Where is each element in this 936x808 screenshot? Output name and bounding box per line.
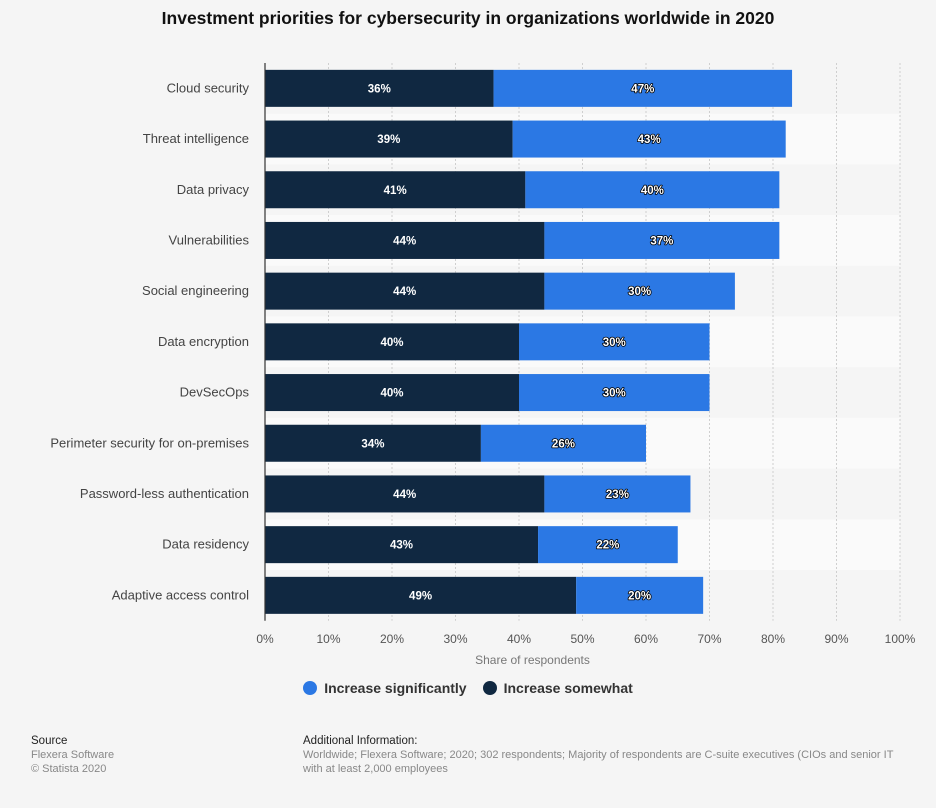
data-label-significantly: 40%	[641, 185, 664, 197]
bar-increase-significantly	[576, 576, 704, 614]
data-label-somewhat: 43%	[390, 540, 413, 552]
bar-increase-somewhat	[265, 120, 513, 158]
data-label-somewhat: 39%	[377, 134, 400, 146]
bar-increase-somewhat	[265, 526, 539, 564]
bar-increase-significantly	[538, 526, 678, 564]
bar-increase-significantly	[480, 424, 646, 462]
bar-increase-significantly	[493, 69, 793, 107]
x-tick-label: 80%	[761, 632, 785, 646]
data-label-significantly: 43%	[638, 134, 661, 146]
x-axis-title: Share of respondents	[475, 653, 590, 667]
data-label-significantly: 37%	[650, 235, 673, 247]
data-label-significantly: 47%	[631, 83, 654, 95]
bar-increase-significantly	[544, 475, 691, 513]
category-label: Social engineering	[142, 283, 249, 298]
data-label-significantly: 22%	[596, 540, 619, 552]
data-label-somewhat: 41%	[384, 185, 407, 197]
bar-chart: 36% 47% Cloud security 39% 43% Threat intelli…	[50, 63, 916, 667]
x-tick-label: 100%	[885, 632, 916, 646]
bar-increase-significantly	[512, 120, 786, 158]
chart-title: Investment priorities for cybersecurity …	[161, 8, 775, 28]
bar-increase-somewhat	[265, 374, 519, 412]
data-label-significantly: 23%	[606, 489, 629, 501]
bar-increase-somewhat	[265, 475, 545, 513]
source-header[interactable]: Source	[31, 735, 68, 747]
data-label-somewhat: 44%	[393, 235, 416, 247]
legend-dot-somewhat	[482, 681, 497, 695]
x-tick-label: 0%	[256, 632, 274, 646]
bar-increase-significantly	[519, 323, 710, 361]
data-label-significantly: 30%	[603, 337, 626, 349]
bar-increase-somewhat	[265, 272, 545, 310]
data-label-somewhat: 44%	[393, 286, 416, 298]
data-label-somewhat: 40%	[380, 388, 403, 400]
bar-increase-significantly	[525, 171, 780, 209]
data-label-somewhat: 34%	[361, 438, 384, 450]
bar-increase-significantly	[519, 374, 710, 412]
data-label-significantly: 26%	[552, 438, 575, 450]
legend-label-significantly: Increase significantly	[324, 680, 467, 696]
category-label: Adaptive access control	[112, 587, 249, 602]
bar-increase-somewhat	[265, 221, 545, 259]
bar-increase-somewhat	[265, 69, 494, 107]
data-label-significantly: 20%	[628, 590, 651, 602]
x-tick-label: 40%	[507, 632, 531, 646]
bar-increase-somewhat	[265, 576, 577, 614]
category-label: Data privacy	[177, 182, 250, 197]
x-tick-label: 60%	[634, 632, 658, 646]
bar-increase-somewhat	[265, 171, 526, 209]
additional-info-header[interactable]: Additional Information:	[303, 735, 418, 747]
additional-info-text-2: with at least 2,000 employees	[303, 763, 448, 775]
data-label-significantly: 30%	[603, 388, 626, 400]
x-tick-label: 30%	[443, 632, 467, 646]
data-label-significantly: 30%	[628, 286, 651, 298]
data-label-somewhat: 36%	[368, 83, 391, 95]
data-label-somewhat: 40%	[380, 337, 403, 349]
copyright: © Statista 2020	[31, 763, 107, 775]
legend-item-somewhat[interactable]: Increase somewhat	[482, 680, 633, 696]
legend: Increase significantly Increase somewhat	[0, 680, 936, 696]
source-name: Flexera Software	[31, 749, 115, 761]
legend-label-somewhat: Increase somewhat	[503, 680, 633, 696]
bar-increase-significantly	[544, 272, 735, 310]
x-tick-label: 20%	[380, 632, 404, 646]
category-label: Threat intelligence	[143, 131, 249, 146]
category-label: Data residency	[162, 537, 249, 552]
data-label-somewhat: 44%	[393, 489, 416, 501]
x-tick-label: 90%	[824, 632, 848, 646]
additional-info-text-1: Worldwide; Flexera Software; 2020; 302 r…	[303, 749, 894, 761]
x-tick-label: 50%	[570, 632, 594, 646]
category-label: Password-less authentication	[80, 486, 249, 501]
category-label: Cloud security	[167, 80, 250, 95]
category-label: Vulnerabilities	[169, 232, 250, 247]
x-tick-label: 70%	[697, 632, 721, 646]
bar-increase-significantly	[544, 221, 780, 259]
category-label: DevSecOps	[180, 385, 250, 400]
category-label: Data encryption	[158, 334, 249, 349]
bar-increase-somewhat	[265, 424, 481, 462]
additional-info-block: Additional Information: Worldwide; Flexe…	[303, 734, 935, 776]
legend-item-significantly[interactable]: Increase significantly	[303, 680, 467, 696]
bar-increase-somewhat	[265, 323, 519, 361]
data-label-somewhat: 49%	[409, 590, 432, 602]
x-tick-label: 10%	[316, 632, 340, 646]
legend-dot-significantly	[303, 681, 318, 695]
source-block: Source Flexera Software © Statista 2020	[31, 734, 114, 776]
category-label: Perimeter security for on-premises	[50, 435, 249, 450]
